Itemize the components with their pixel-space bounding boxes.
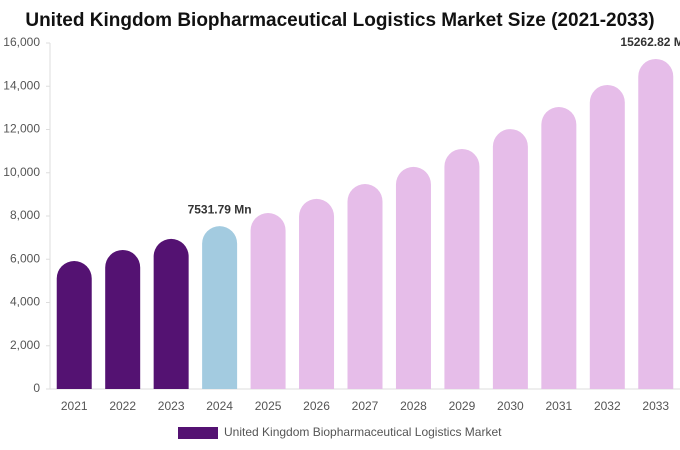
x-tick-label: 2032 <box>594 399 621 413</box>
y-tick-label: 8,000 <box>10 208 40 222</box>
x-tick-label: 2025 <box>255 399 282 413</box>
bar <box>638 58 674 389</box>
x-tick-label: 2021 <box>61 399 88 413</box>
value-label: 7531.79 Mn <box>188 202 252 216</box>
legend-label: United Kingdom Biopharmaceutical Logisti… <box>224 425 502 439</box>
x-tick-label: 2033 <box>642 399 669 413</box>
x-tick-label: 2029 <box>449 399 476 413</box>
y-tick-label: 4,000 <box>10 295 40 309</box>
y-tick-label: 16,000 <box>3 35 40 49</box>
y-tick-label: 10,000 <box>3 165 40 179</box>
x-tick-label: 2026 <box>303 399 330 413</box>
bar <box>105 249 141 389</box>
bar <box>541 107 577 389</box>
bar <box>250 212 286 389</box>
bar <box>56 260 92 389</box>
x-tick-label: 2028 <box>400 399 427 413</box>
x-tick-label: 2030 <box>497 399 524 413</box>
bar <box>492 129 528 389</box>
x-tick-label: 2022 <box>109 399 136 413</box>
y-tick-label: 12,000 <box>3 122 40 136</box>
value-label: 15262.82 Mn <box>620 35 680 49</box>
y-tick-label: 2,000 <box>10 338 40 352</box>
x-tick-label: 2031 <box>545 399 572 413</box>
chart-title: United Kingdom Biopharmaceutical Logisti… <box>25 10 654 31</box>
bar <box>153 238 189 389</box>
x-tick-label: 2024 <box>206 399 233 413</box>
bar <box>299 198 335 389</box>
y-tick-label: 14,000 <box>3 78 40 92</box>
bar <box>395 166 431 389</box>
x-tick-label: 2023 <box>158 399 185 413</box>
bar <box>589 84 625 389</box>
bar <box>444 148 480 389</box>
x-tick-label: 2027 <box>352 399 379 413</box>
bar <box>202 226 238 389</box>
y-tick-label: 0 <box>33 381 40 395</box>
legend-swatch <box>178 427 218 439</box>
bar <box>347 183 383 389</box>
y-tick-label: 6,000 <box>10 251 40 265</box>
